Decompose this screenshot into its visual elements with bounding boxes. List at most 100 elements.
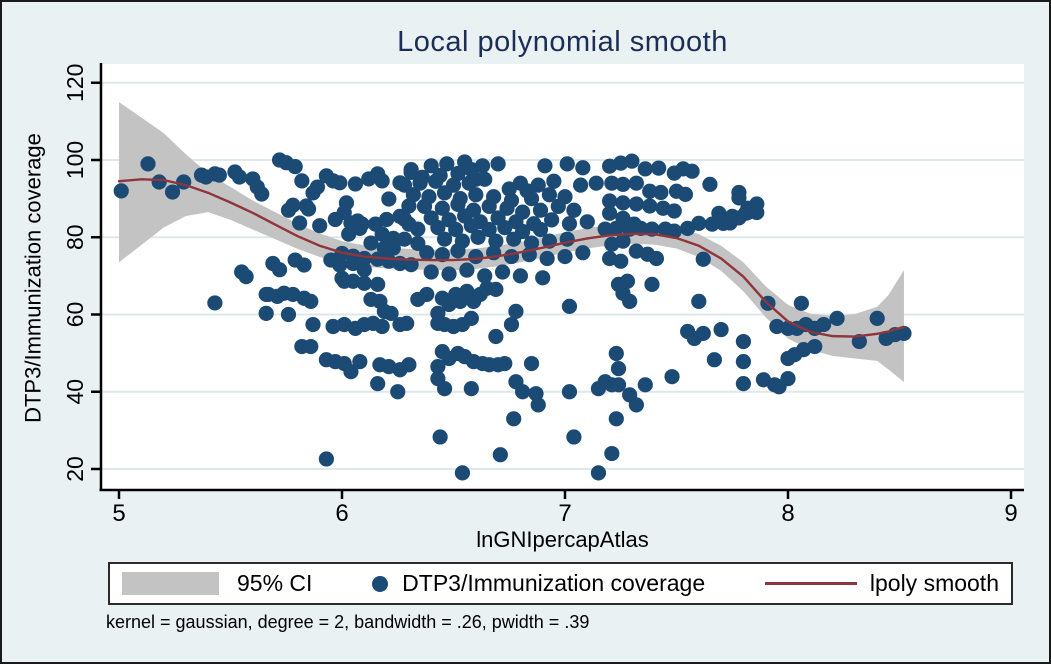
scatter-point bbox=[503, 316, 520, 333]
scatter-point bbox=[512, 268, 528, 284]
scatter-point bbox=[481, 198, 497, 214]
y-tick-label: 20 bbox=[62, 456, 88, 482]
scatter-point bbox=[352, 354, 368, 370]
scatter-point bbox=[515, 384, 531, 400]
scatter-point bbox=[436, 381, 453, 397]
scatter-point bbox=[374, 318, 390, 335]
scatter-point bbox=[523, 235, 540, 251]
scatter-point bbox=[501, 181, 517, 197]
scatter-point bbox=[490, 156, 506, 172]
scatter-point bbox=[463, 218, 479, 234]
scatter-point bbox=[749, 204, 765, 221]
smooth-line-sample-icon bbox=[764, 582, 857, 585]
scatter-point bbox=[497, 355, 513, 372]
y-tick-label: 120 bbox=[62, 64, 88, 102]
scatter-point bbox=[468, 187, 484, 203]
scatter-point bbox=[530, 397, 546, 413]
scatter-point bbox=[557, 248, 573, 265]
scatter-point bbox=[436, 231, 453, 247]
scatter-point bbox=[642, 198, 658, 214]
scatter-point bbox=[666, 203, 682, 219]
scatter-point bbox=[735, 333, 752, 350]
scatter-point bbox=[269, 288, 285, 304]
scatter-point bbox=[561, 216, 578, 232]
scatter-point bbox=[651, 160, 667, 176]
scatter-point bbox=[303, 338, 319, 355]
scatter-point bbox=[423, 264, 439, 280]
scatter-point bbox=[309, 179, 326, 195]
scatter-point bbox=[287, 158, 303, 175]
scatter-point bbox=[497, 219, 513, 236]
scatter-point bbox=[637, 377, 653, 393]
scatter-point bbox=[396, 177, 413, 193]
scatter-point bbox=[573, 177, 589, 193]
scatter-point bbox=[419, 245, 435, 261]
scatter-point bbox=[869, 310, 885, 326]
y-tick-label: 40 bbox=[62, 379, 88, 405]
scatter-point bbox=[296, 257, 312, 273]
ci-band-swatch-icon bbox=[122, 572, 219, 595]
scatter-point bbox=[530, 177, 546, 193]
scatter-point bbox=[648, 250, 665, 267]
legend-label-scatter: DTP3/Immunization coverage bbox=[402, 570, 706, 596]
scatter-point bbox=[680, 220, 696, 236]
scatter-point bbox=[336, 273, 352, 289]
scatter-point bbox=[238, 269, 254, 285]
scatter-point bbox=[488, 328, 504, 345]
scatter-point bbox=[379, 211, 395, 228]
scatter-point bbox=[546, 173, 562, 189]
scatter-point bbox=[523, 191, 540, 207]
scatter-point bbox=[231, 169, 248, 185]
scatter-point bbox=[327, 211, 343, 228]
scatter-point bbox=[432, 429, 448, 445]
scatter-point bbox=[499, 200, 515, 216]
scatter-point bbox=[370, 276, 386, 292]
scatter-point bbox=[151, 174, 167, 190]
scatter-point bbox=[695, 251, 711, 267]
scatter-point bbox=[666, 223, 682, 239]
scatter-point bbox=[633, 220, 649, 236]
scatter-point bbox=[207, 295, 223, 311]
scatter-point bbox=[628, 196, 644, 212]
scatter-point bbox=[610, 360, 627, 377]
scatter-point bbox=[258, 305, 274, 321]
scatter-point bbox=[488, 233, 504, 249]
scatter-point bbox=[508, 303, 524, 320]
scatter-point bbox=[691, 293, 707, 309]
scatter-point bbox=[459, 262, 475, 278]
scatter-point bbox=[653, 184, 669, 201]
scatter-point bbox=[590, 465, 607, 481]
scatter-point bbox=[271, 262, 288, 278]
x-tick-label: 5 bbox=[112, 500, 125, 527]
scatter-point bbox=[523, 355, 540, 372]
scatter-point bbox=[374, 173, 390, 189]
scatter-point bbox=[541, 187, 557, 203]
scatter-point bbox=[312, 218, 328, 234]
legend-label-ci: 95% CI bbox=[237, 570, 313, 596]
scatter-point bbox=[356, 250, 372, 267]
scatter-point bbox=[816, 316, 832, 333]
x-tick-label: 8 bbox=[781, 500, 794, 527]
scatter-point bbox=[735, 354, 752, 370]
legend: 95% CI DTP3/Immunization coverage lpoly … bbox=[108, 562, 1013, 605]
scatter-point bbox=[434, 200, 450, 216]
scatter-point bbox=[439, 156, 455, 172]
scatter-point bbox=[608, 220, 624, 236]
scatter-point bbox=[615, 195, 631, 211]
scatter-point bbox=[559, 156, 575, 172]
lpoly-smooth-line bbox=[117, 178, 906, 338]
scatter-point bbox=[481, 221, 497, 238]
scatter-point bbox=[615, 233, 631, 249]
scatter-point bbox=[441, 266, 457, 282]
x-tick-label: 9 bbox=[1004, 500, 1017, 527]
legend-item-ci: 95% CI bbox=[122, 570, 312, 597]
scatter-point bbox=[604, 445, 620, 462]
scatter-point bbox=[695, 325, 711, 342]
scatter-point bbox=[448, 221, 464, 238]
scatter-point bbox=[468, 248, 484, 265]
scatter-marker-icon bbox=[372, 575, 389, 592]
scatter-point bbox=[347, 176, 363, 192]
scatter-point bbox=[434, 247, 450, 263]
scatter-point bbox=[575, 245, 591, 261]
